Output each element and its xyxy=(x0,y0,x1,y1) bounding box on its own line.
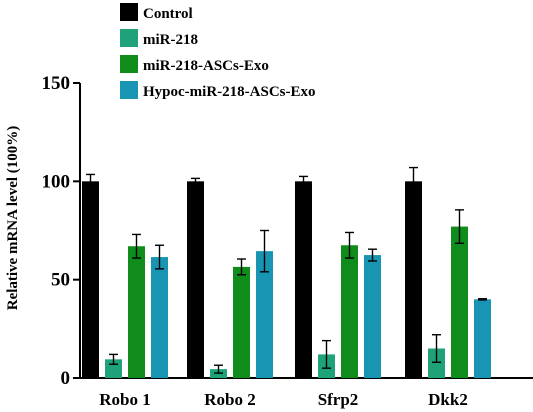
bar xyxy=(128,246,145,378)
bar xyxy=(151,257,168,378)
y-axis-label: Relative mRNA level (100%) xyxy=(5,126,21,311)
bar xyxy=(82,181,99,378)
bar xyxy=(256,251,273,378)
y-tick-label: 150 xyxy=(42,73,71,94)
axes: 0 50 100 150 Robo 1 Robo 2 Sfrp2 Dkk2 xyxy=(42,73,533,409)
bar xyxy=(295,181,312,378)
y-tick-label: 100 xyxy=(42,171,71,192)
bar xyxy=(474,299,491,378)
bar xyxy=(187,181,204,378)
bar xyxy=(405,181,422,378)
legend-label: Hypoc-miR-218-ASCs-Exo xyxy=(143,84,316,100)
legend: Control miR-218 miR-218-ASCs-Exo Hypoc-miR-… xyxy=(120,3,316,100)
bar xyxy=(233,266,250,378)
x-tick-label: Robo 1 xyxy=(99,390,150,409)
legend-swatch xyxy=(120,29,138,47)
bar xyxy=(428,348,445,378)
legend-label: miR-218-ASCs-Exo xyxy=(143,58,269,74)
legend-label: Control xyxy=(143,6,193,22)
legend-label: miR-218 xyxy=(143,32,198,48)
y-tick-label: 0 xyxy=(61,368,71,389)
legend-swatch xyxy=(120,81,138,99)
legend-swatch xyxy=(120,3,138,21)
y-tick-label: 50 xyxy=(51,270,70,291)
bar xyxy=(451,226,468,378)
x-tick-label: Dkk2 xyxy=(428,390,468,409)
x-tick-label: Robo 2 xyxy=(204,390,255,409)
bar xyxy=(341,245,358,378)
bar xyxy=(364,255,381,378)
bars xyxy=(82,166,491,378)
legend-swatch xyxy=(120,55,138,73)
x-tick-label: Sfrp2 xyxy=(318,390,359,409)
